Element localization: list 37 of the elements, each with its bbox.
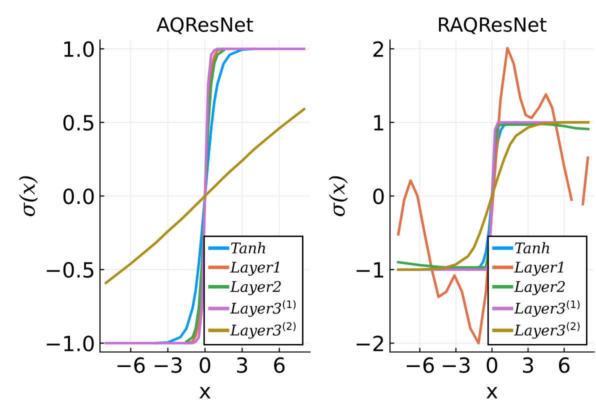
x-axis-title: x (199, 387, 210, 398)
legend-label: Layer3$^{(1)}$ (230, 300, 296, 317)
y-tick-label: 1.0 (64, 41, 94, 58)
x-tick-label: 6 (274, 357, 285, 373)
legend-label: Layer1 (514, 262, 564, 276)
y-tick-label: 0.5 (63, 114, 94, 131)
y-axis-title: σ(x) (328, 176, 348, 216)
legend-label: Layer2 (230, 281, 281, 296)
chart-title: AQResNet (156, 17, 254, 34)
x-axis-title: x (486, 387, 498, 398)
legend-label: Layer3$^{(2)}$ (514, 322, 580, 339)
y-tick-label: 2 (373, 41, 384, 57)
x-tick-label: 6 (558, 357, 570, 373)
x-tick-label: −3 (154, 357, 182, 373)
legend-label: Layer2 (514, 281, 565, 296)
x-tick-label: 0 (486, 357, 498, 373)
x-tick-label: −6 (118, 357, 145, 373)
x-tick-label: 0 (200, 357, 210, 373)
y-tick-label: 1 (374, 115, 384, 130)
y-tick-label: −1.0 (46, 336, 94, 352)
x-tick-label: −3 (442, 357, 470, 373)
line-series (104, 48, 306, 344)
legend-label: Layer1 (230, 262, 280, 276)
y-tick-label: 0.0 (63, 188, 94, 204)
y-tick-label: −2 (356, 336, 384, 352)
y-tick-label: −1 (356, 262, 384, 278)
y-tick-label: −0.5 (46, 262, 94, 278)
legend-label: Tanh (515, 242, 550, 254)
legend-label: Tanh (231, 242, 266, 254)
x-tick-label: 3 (237, 357, 248, 373)
x-tick-label: −6 (406, 357, 434, 373)
y-axis-title: σ(x) (18, 176, 38, 216)
legend-label: Layer3$^{(2)}$ (230, 322, 296, 339)
legend-label: Layer3$^{(1)}$ (514, 300, 580, 317)
y-tick-label: 0 (373, 188, 384, 204)
x-tick-label: 3 (523, 357, 534, 373)
chart-title: RAQResNet (438, 17, 546, 34)
